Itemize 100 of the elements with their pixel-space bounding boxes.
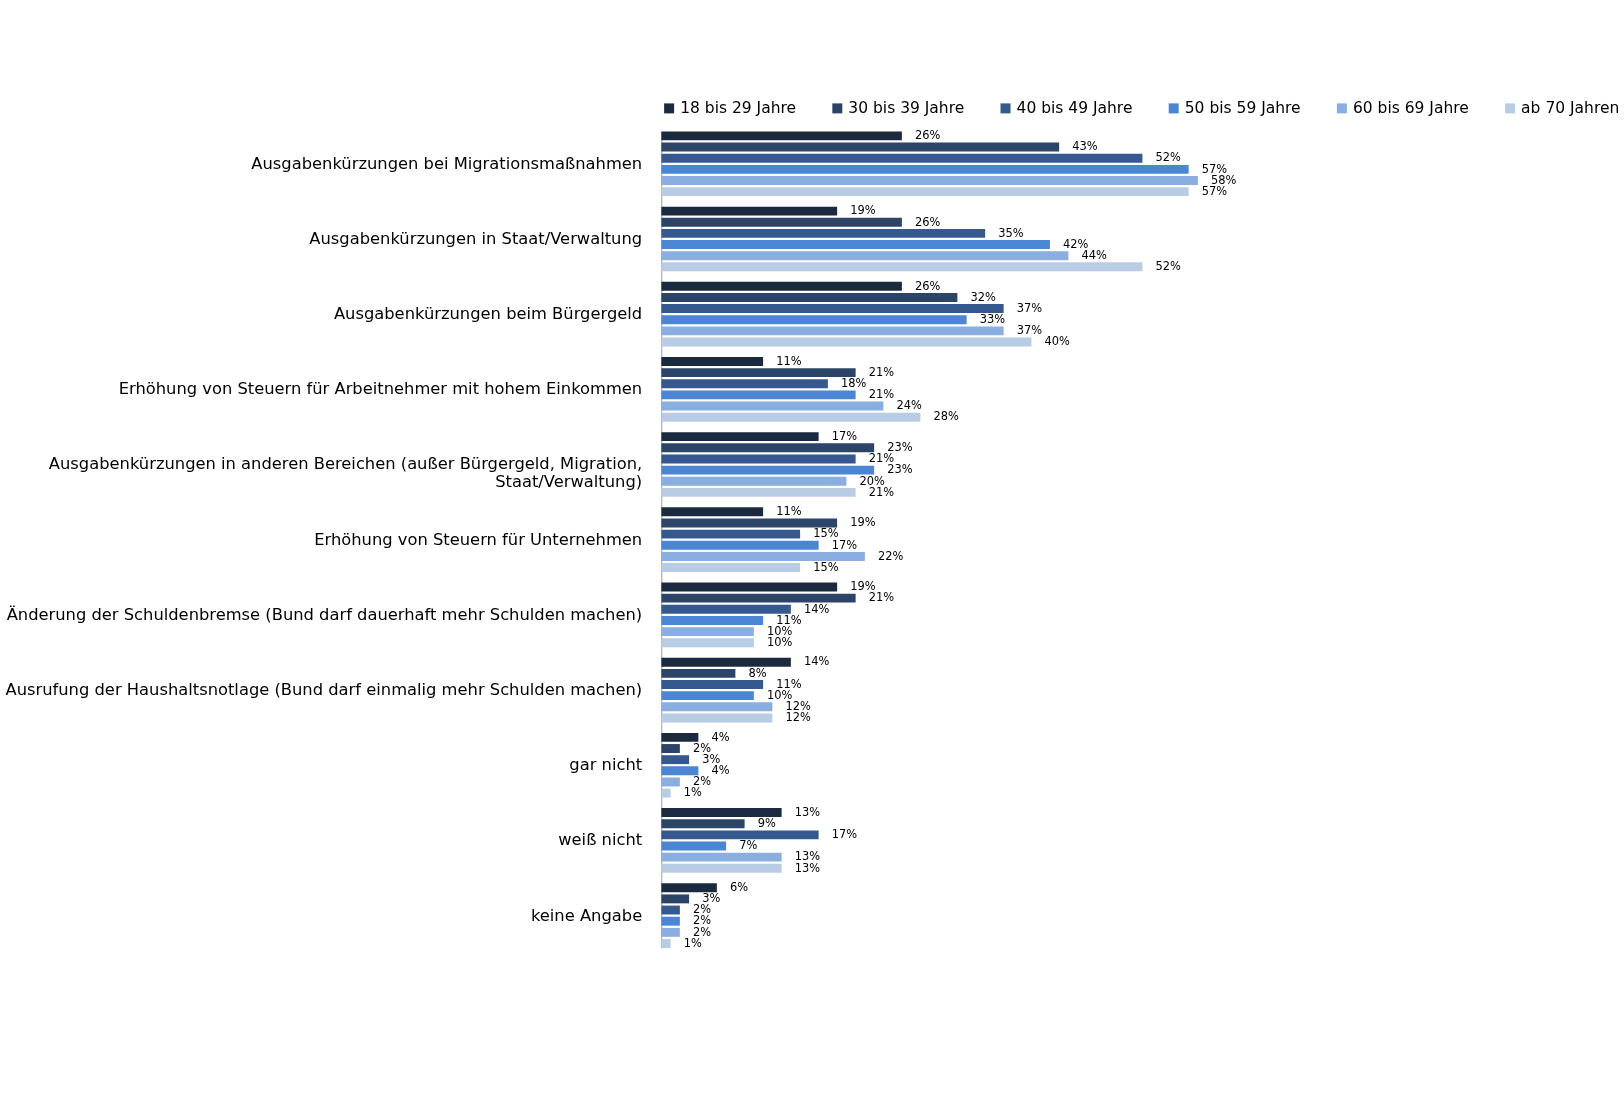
bar xyxy=(661,808,782,818)
bar xyxy=(661,262,1143,272)
y-tick-label: Erhöhung von Steuern für Arbeitnehmer mit hohem Einkommen xyxy=(118,379,643,399)
bar xyxy=(661,927,680,937)
bar xyxy=(661,379,828,389)
bar xyxy=(661,337,1032,347)
bar xyxy=(661,905,680,915)
bar xyxy=(661,582,838,592)
data-label: 6% xyxy=(729,880,749,895)
data-label: 21% xyxy=(868,364,895,379)
data-label: 52% xyxy=(1155,259,1181,274)
legend-label: ab 70 Jahren xyxy=(1521,99,1620,118)
bar xyxy=(661,153,1143,163)
data-label: 17% xyxy=(831,428,858,443)
y-tick-label: keine Angabe xyxy=(530,905,643,925)
y-tick-label: Ausgabenkürzungen bei Migrationsmaßnahmen xyxy=(251,153,643,173)
bar xyxy=(661,830,819,840)
legend-label: 40 bis 49 Jahre xyxy=(1016,99,1133,118)
y-tick-label: Erhöhung von Steuern für Unternehmen xyxy=(314,529,643,549)
bar xyxy=(661,412,921,422)
bar xyxy=(661,593,856,603)
bar xyxy=(661,615,764,625)
data-label: 32% xyxy=(970,289,996,304)
data-label: 52% xyxy=(1155,150,1181,165)
bar xyxy=(661,680,764,689)
data-label: 21% xyxy=(868,387,895,402)
data-label: 11% xyxy=(776,353,802,368)
bar xyxy=(661,638,754,648)
bar xyxy=(661,164,1189,174)
bar xyxy=(661,883,717,893)
data-label: 4% xyxy=(711,763,730,778)
bar xyxy=(661,939,671,948)
data-label: 28% xyxy=(933,409,959,424)
bar xyxy=(661,627,754,637)
bar xyxy=(661,217,902,227)
bar xyxy=(661,142,1060,152)
bar xyxy=(661,131,902,141)
y-tick-label: Ausrufung der Haushaltsnotlage (Bund darf einmalig mehr Schulden machen) xyxy=(5,679,643,699)
data-label: 33% xyxy=(979,311,1006,326)
bar xyxy=(661,315,967,325)
bar xyxy=(661,401,884,411)
bar xyxy=(661,390,856,400)
bar xyxy=(661,476,847,486)
bar xyxy=(661,668,736,678)
bar xyxy=(661,507,764,517)
bar xyxy=(661,465,875,475)
data-label: 26% xyxy=(914,128,941,143)
data-label: 22% xyxy=(877,548,904,563)
data-label: 19% xyxy=(850,515,876,530)
bar xyxy=(661,326,1004,336)
data-label: 14% xyxy=(803,654,830,669)
legend-label: 50 bis 59 Jahre xyxy=(1184,99,1301,118)
y-tick-label: weiß nicht xyxy=(558,830,643,850)
bar xyxy=(661,755,690,765)
bar xyxy=(661,657,791,667)
bar xyxy=(661,487,856,497)
data-label: 17% xyxy=(831,827,858,842)
bar xyxy=(661,240,1050,249)
data-label: 37% xyxy=(1016,323,1043,338)
bar xyxy=(661,443,875,453)
data-label: 26% xyxy=(914,214,941,229)
bar xyxy=(661,841,727,851)
bar xyxy=(661,206,838,216)
bar xyxy=(661,432,819,442)
bar xyxy=(661,176,1198,185)
data-label: 1% xyxy=(683,785,702,800)
data-label: 26% xyxy=(914,278,941,293)
legend-label: 30 bis 39 Jahre xyxy=(848,99,965,118)
data-label: 13% xyxy=(794,804,821,819)
bar xyxy=(661,916,680,926)
data-label: 24% xyxy=(896,398,922,413)
bar xyxy=(661,766,699,776)
bar xyxy=(661,292,958,302)
y-tick-label: Ausgabenkürzungen in Staat/Verwaltung xyxy=(309,228,643,248)
data-label: 15% xyxy=(813,559,839,574)
bar xyxy=(661,281,902,291)
bar xyxy=(661,604,791,614)
bar xyxy=(661,540,819,550)
bar xyxy=(661,852,782,862)
y-tick-label: Ausgabenkürzungen beim Bürgergeld xyxy=(333,304,643,324)
legend-label: 18 bis 29 Jahre xyxy=(680,99,797,118)
data-label: 10% xyxy=(766,635,793,650)
bar xyxy=(661,863,782,873)
bar xyxy=(661,788,671,798)
data-label: 11% xyxy=(776,504,802,519)
bar xyxy=(661,744,680,753)
data-label: 14% xyxy=(803,601,830,616)
data-label: 35% xyxy=(998,225,1024,240)
y-tick-label: Ausgabenkürzungen in anderen Bereichen (außer Bürgergeld, Migration, Staat/Verwaltung) xyxy=(48,454,643,492)
y-tick-label: gar nicht xyxy=(569,755,643,775)
bar xyxy=(661,251,1069,261)
data-label: 23% xyxy=(887,462,913,477)
bar xyxy=(661,563,801,573)
legend-label: 60 bis 69 Jahre xyxy=(1352,99,1469,118)
data-label: 12% xyxy=(785,710,811,725)
bar xyxy=(661,368,856,378)
y-tick-label: Änderung der Schuldenbremse (Bund darf dauerhaft mehr Schulden machen) xyxy=(6,604,643,624)
bar xyxy=(661,894,690,904)
bar xyxy=(661,777,680,787)
bar xyxy=(661,304,1004,314)
